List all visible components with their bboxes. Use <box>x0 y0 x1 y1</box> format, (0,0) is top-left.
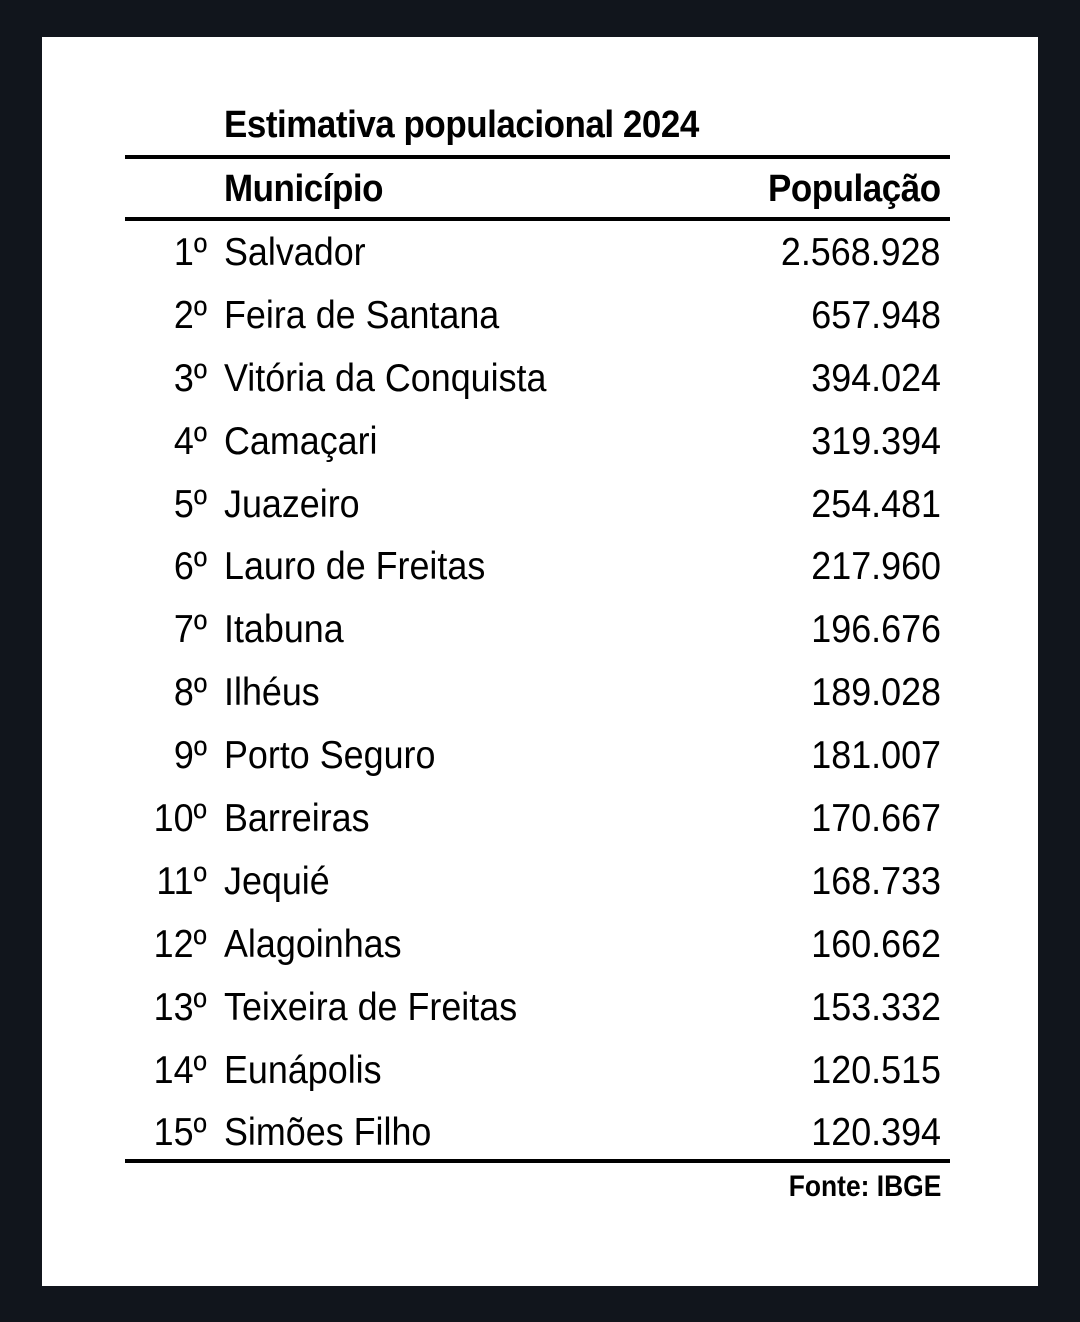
population-value: 394.024 <box>811 356 941 400</box>
rank: 10º <box>153 797 207 841</box>
population-value: 168.733 <box>811 859 941 903</box>
municipality-name: Eunápolis <box>224 1048 382 1092</box>
rank: 9º <box>173 734 207 778</box>
table-row: 5º Juazeiro 254.481 <box>125 479 950 542</box>
population-value: 120.515 <box>811 1048 941 1092</box>
rank: 1º <box>173 231 207 274</box>
table-row: 1º Salvador 2.568.928 <box>125 227 950 290</box>
municipality-name: Feira de Santana <box>224 293 500 337</box>
table-row: 8º Ilhéus 189.028 <box>125 667 950 730</box>
top-rule <box>125 155 950 159</box>
table-row: 13º Teixeira de Freitas 153.332 <box>125 982 950 1045</box>
table-row: 9º Porto Seguro 181.007 <box>125 730 950 793</box>
rank: 4º <box>173 419 207 463</box>
table-row: 2º Feira de Santana 657.948 <box>125 290 950 353</box>
municipality-name: Simões Filho <box>224 1111 432 1155</box>
bottom-rule <box>125 1159 950 1163</box>
municipality-name: Lauro de Freitas <box>224 545 486 589</box>
rank: 3º <box>173 356 207 400</box>
column-header-population: População <box>768 168 941 210</box>
table-row: 14º Eunápolis 120.515 <box>125 1045 950 1108</box>
rank: 5º <box>173 482 207 526</box>
rank: 8º <box>173 671 207 715</box>
table-title: Estimativa populacional 2024 <box>224 104 699 146</box>
table-header: Município População <box>125 165 950 213</box>
population-value: 2.568.928 <box>781 231 941 274</box>
rank: 12º <box>153 922 207 966</box>
rank: 2º <box>173 293 207 337</box>
municipality-name: Vitória da Conquista <box>224 356 547 400</box>
population-value: 160.662 <box>811 922 941 966</box>
municipality-name: Porto Seguro <box>224 734 436 778</box>
population-value: 120.394 <box>811 1111 941 1155</box>
table-row: 7º Itabuna 196.676 <box>125 604 950 667</box>
rank: 7º <box>173 608 207 652</box>
table-row: 11º Jequié 168.733 <box>125 856 950 919</box>
rank: 11º <box>156 859 207 903</box>
municipality-name: Barreiras <box>224 797 370 841</box>
rank: 14º <box>153 1048 207 1092</box>
header-rule <box>125 217 950 221</box>
source-note: Fonte: IBGE <box>788 1170 941 1203</box>
municipality-name: Itabuna <box>224 608 344 652</box>
table-row: 4º Camaçari 319.394 <box>125 416 950 479</box>
table-row: 15º Simões Filho 120.394 <box>125 1107 950 1170</box>
population-value: 657.948 <box>811 293 941 337</box>
municipality-name: Teixeira de Freitas <box>224 985 518 1029</box>
municipality-name: Juazeiro <box>224 482 360 526</box>
municipality-name: Alagoinhas <box>224 922 402 966</box>
municipality-name: Salvador <box>224 231 366 274</box>
population-value: 319.394 <box>811 419 941 463</box>
municipality-name: Camaçari <box>224 419 378 463</box>
population-value: 170.667 <box>811 797 941 841</box>
municipality-name: Ilhéus <box>224 671 320 715</box>
table-row: 10º Barreiras 170.667 <box>125 793 950 856</box>
population-value: 254.481 <box>811 482 941 526</box>
population-value: 189.028 <box>811 671 941 715</box>
rank: 15º <box>153 1111 207 1155</box>
table-row: 3º Vitória da Conquista 394.024 <box>125 353 950 416</box>
population-value: 196.676 <box>811 608 941 652</box>
table-row: 12º Alagoinhas 160.662 <box>125 919 950 982</box>
column-header-municipality: Município <box>224 168 383 210</box>
municipality-name: Jequié <box>224 859 330 903</box>
population-value: 153.332 <box>811 985 941 1029</box>
population-value: 217.960 <box>811 545 941 589</box>
table-row: 6º Lauro de Freitas 217.960 <box>125 541 950 604</box>
population-value: 181.007 <box>811 734 941 778</box>
rank: 6º <box>173 545 207 589</box>
document-card: Estimativa populacional 2024 Município P… <box>42 37 1038 1286</box>
rank: 13º <box>153 985 207 1029</box>
table-body: 1º Salvador 2.568.928 2º Feira de Santan… <box>125 227 950 1170</box>
